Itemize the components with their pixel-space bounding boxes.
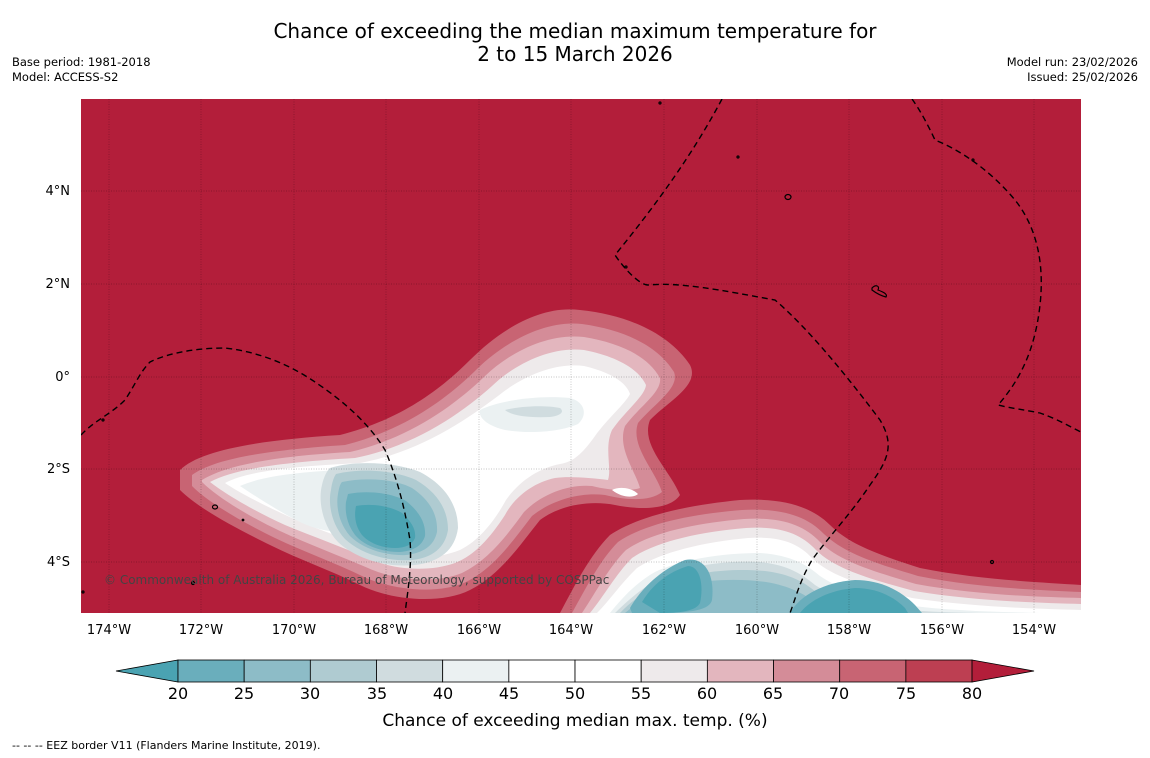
meta-right: Model run: 23/02/2026 Issued: 25/02/2026 xyxy=(1007,55,1138,85)
model-text: Model: ACCESS-S2 xyxy=(12,70,119,84)
issued-text: Issued: 25/02/2026 xyxy=(1027,70,1138,84)
colorbar-tick-30: 30 xyxy=(300,684,320,703)
colorbar-extend-high xyxy=(971,659,1035,683)
southeast-anomaly-region xyxy=(560,499,1081,613)
colorbar-extend-low xyxy=(115,659,179,683)
colorbar-box-12 xyxy=(905,659,973,683)
colorbar-tick-75: 75 xyxy=(896,684,916,703)
copyright-text: © Commonwealth of Australia 2026, Bureau… xyxy=(104,573,609,587)
map-title-line-2: 2 to 15 March 2026 xyxy=(477,42,673,66)
lat-label-4s: 4°S xyxy=(47,555,70,570)
lat-label-0: 0° xyxy=(55,370,70,385)
colorbar-ticks: 20 25 30 35 40 45 50 55 60 65 70 75 80 xyxy=(168,684,982,703)
colorbar-box-7 xyxy=(574,659,642,683)
colorbar-tick-40: 40 xyxy=(433,684,453,703)
colorbar-tick-20: 20 xyxy=(168,684,188,703)
colorbar: 20 25 30 35 40 45 50 55 60 65 70 75 80 C… xyxy=(115,659,1035,731)
colorbar-tick-80: 80 xyxy=(962,684,982,703)
lon-label-164w: 164°W xyxy=(549,623,593,638)
lon-label-158w: 158°W xyxy=(827,623,871,638)
colorbar-box-8 xyxy=(640,659,708,683)
map-panel: © Commonwealth of Australia 2026, Bureau… xyxy=(81,99,1081,613)
island-outlines xyxy=(81,101,995,594)
lon-label-168w: 168°W xyxy=(364,623,408,638)
colorbar-box-3 xyxy=(309,659,377,683)
colorbar-tick-50: 50 xyxy=(565,684,585,703)
colorbar-box-6 xyxy=(508,659,576,683)
colorbar-box-5 xyxy=(442,659,510,683)
colorbar-tick-25: 25 xyxy=(234,684,254,703)
colorbar-tick-65: 65 xyxy=(763,684,783,703)
lon-label-172w: 172°W xyxy=(179,623,223,638)
map-title-line-1: Chance of exceeding the median maximum t… xyxy=(273,19,877,43)
colorbar-box-11 xyxy=(839,659,907,683)
latitude-labels: 4°N 2°N 0° 2°S 4°S xyxy=(46,184,71,570)
model-run-text: Model run: 23/02/2026 xyxy=(1006,55,1138,69)
lon-label-170w: 170°W xyxy=(272,623,316,638)
lon-label-166w: 166°W xyxy=(457,623,501,638)
colorbar-tick-70: 70 xyxy=(829,684,849,703)
colorbar-title: Chance of exceeding median max. temp. (%… xyxy=(382,711,767,731)
colorbar-box-10 xyxy=(773,659,841,683)
colorbar-tick-60: 60 xyxy=(697,684,717,703)
colorbar-box-4 xyxy=(376,659,444,683)
base-period-text: Base period: 1981-2018 xyxy=(12,55,151,69)
map-gridlines xyxy=(81,99,1081,613)
lon-label-156w: 156°W xyxy=(920,623,964,638)
colorbar-boxes xyxy=(115,659,1035,683)
eez-borders xyxy=(81,99,1081,613)
colorbar-tick-35: 35 xyxy=(367,684,387,703)
lon-label-154w: 154°W xyxy=(1012,623,1056,638)
colorbar-box-1 xyxy=(177,659,245,683)
eez-legend-footnote: -- -- -- EEZ border V11 (Flanders Marine… xyxy=(12,739,321,752)
lat-label-2s: 2°S xyxy=(47,462,70,477)
longitude-labels: 174°W 172°W 170°W 168°W 166°W 164°W 162°… xyxy=(87,623,1056,638)
colorbar-box-9 xyxy=(706,659,774,683)
colorbar-tick-55: 55 xyxy=(631,684,651,703)
colorbar-tick-45: 45 xyxy=(499,684,519,703)
colorbar-box-2 xyxy=(243,659,311,683)
lat-label-2n: 2°N xyxy=(46,277,71,292)
lon-label-160w: 160°W xyxy=(735,623,779,638)
lon-label-174w: 174°W xyxy=(87,623,131,638)
meta-left: Base period: 1981-2018 Model: ACCESS-S2 xyxy=(12,55,151,85)
lat-label-4n: 4°N xyxy=(46,184,71,199)
west-anomaly-region xyxy=(180,309,692,600)
lon-label-162w: 162°W xyxy=(642,623,686,638)
